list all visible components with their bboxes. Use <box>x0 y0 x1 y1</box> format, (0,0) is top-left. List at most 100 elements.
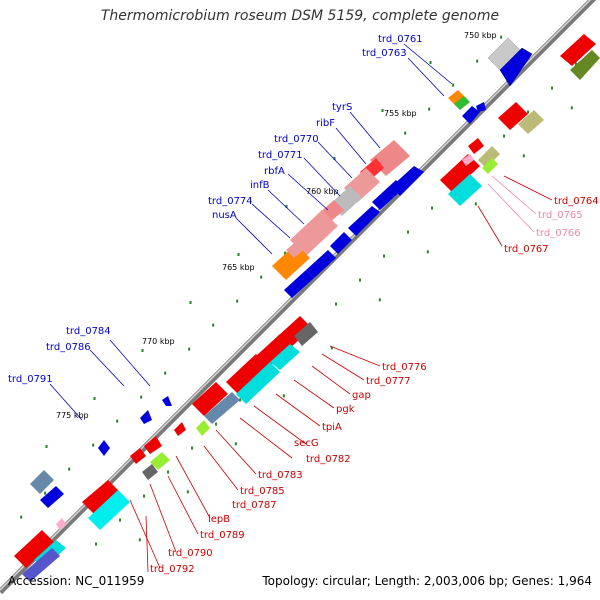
gene-label[interactable]: trd_0792 <box>150 564 195 575</box>
guide-dash <box>381 109 384 113</box>
gene-label[interactable]: infB <box>250 180 270 191</box>
feature-trd_0764[interactable] <box>440 154 480 192</box>
feature-tpiA-blue[interactable] <box>204 392 240 424</box>
feature-gap[interactable] <box>256 334 292 368</box>
gene-label[interactable]: nusA <box>212 210 237 221</box>
guide-dash <box>282 394 285 398</box>
guide-dash <box>143 494 146 498</box>
feature-pgk-cyan[interactable] <box>236 362 280 404</box>
gene-label[interactable]: secG <box>294 438 319 449</box>
gene-label[interactable]: trd_0784 <box>66 326 111 337</box>
guide-dash <box>476 59 479 63</box>
feature-bottom-pink[interactable] <box>56 518 66 530</box>
gene-label[interactable]: trd_0777 <box>366 376 411 387</box>
feature-blue-run-3[interactable] <box>348 206 380 236</box>
feature-trd_0766[interactable] <box>482 158 498 174</box>
gene-label[interactable]: trd_0790 <box>168 548 213 559</box>
guide-dash <box>119 518 122 522</box>
guide-dash <box>236 299 239 303</box>
gene-label[interactable]: pgk <box>336 404 355 415</box>
feature-blue-bottom[interactable] <box>40 486 64 508</box>
guide-dash <box>212 323 215 327</box>
gene-label[interactable]: trd_0770 <box>274 134 319 145</box>
guide-dash <box>284 251 287 255</box>
gene-label[interactable]: trd_0763 <box>362 48 407 59</box>
feature-trd_0790[interactable] <box>88 490 130 530</box>
gene-label[interactable]: trd_0782 <box>306 454 351 465</box>
feature-trd_0792[interactable] <box>14 530 54 568</box>
feature-trd_0774[interactable] <box>286 238 308 258</box>
feature-red-tr-1[interactable] <box>560 34 596 66</box>
gene-label[interactable]: trd_0766 <box>536 228 581 239</box>
guide-dash <box>570 106 573 110</box>
guide-dash <box>359 278 362 282</box>
feature-blue-run-2[interactable] <box>372 180 404 210</box>
feature-trd_0782[interactable] <box>196 420 210 436</box>
gene-label[interactable]: trd_0783 <box>258 470 303 481</box>
feature-red-1[interactable] <box>498 102 528 130</box>
gene-label[interactable]: trd_0786 <box>46 342 91 353</box>
guide-dash <box>164 371 167 375</box>
gene-label[interactable]: trd_0789 <box>200 530 245 541</box>
feature-secG[interactable] <box>174 422 186 436</box>
feature-trd_0776[interactable] <box>278 316 312 348</box>
feature-trd_0783[interactable] <box>144 436 162 454</box>
gene-label[interactable]: trd_0765 <box>538 210 583 221</box>
feature-trd_0777[interactable] <box>294 322 318 346</box>
feature-grey-blue[interactable] <box>30 470 54 494</box>
guide-dash <box>95 542 98 546</box>
feature-pgk[interactable] <box>226 354 270 396</box>
guide-dash <box>45 445 48 449</box>
gene-label[interactable]: trd_0785 <box>240 486 285 497</box>
gene-label[interactable]: gap <box>352 390 371 401</box>
gene-label[interactable]: trd_0791 <box>8 374 53 385</box>
feature-trd_0786[interactable] <box>162 396 172 406</box>
gene-label[interactable]: tyrS <box>332 102 352 113</box>
feature-tan-1[interactable] <box>518 110 544 134</box>
guide-dash <box>285 205 288 209</box>
gene-label[interactable]: trd_0764 <box>554 196 599 207</box>
gene-label[interactable]: lepB <box>208 514 230 525</box>
guide-dash <box>189 301 192 305</box>
guide-dash <box>92 443 95 447</box>
feature-trd_0765[interactable] <box>478 146 500 168</box>
feature-blue-run-5[interactable] <box>306 250 336 278</box>
gene-label[interactable]: rbfA <box>264 166 285 177</box>
feature-trd_0787[interactable] <box>150 452 170 470</box>
feature-blue-run-6[interactable] <box>284 270 314 298</box>
gene-label[interactable]: tpiA <box>322 422 342 433</box>
feature-trd_0762[interactable] <box>499 47 533 87</box>
feature-trd_0791[interactable] <box>98 440 110 456</box>
gene-label[interactable]: trd_0771 <box>258 150 303 161</box>
gene-label[interactable]: trd_0767 <box>504 244 549 255</box>
feature-small-blue-1[interactable] <box>462 106 480 124</box>
feature-olive-tr[interactable] <box>570 50 600 80</box>
gene-label[interactable]: trd_0761 <box>378 34 423 45</box>
feature-small-blue-2[interactable] <box>476 102 486 112</box>
guide-dash <box>500 35 503 39</box>
gene-label[interactable]: trd_0774 <box>208 196 253 207</box>
accession-text: Accession: NC_011959 <box>8 574 145 588</box>
gene-label[interactable]: trd_0776 <box>382 362 427 373</box>
feature-red-small-2[interactable] <box>468 138 484 154</box>
guide-dash <box>335 302 338 306</box>
feature-trd_0785[interactable] <box>130 448 146 464</box>
feature-lepB[interactable] <box>142 464 158 480</box>
feature-trd_0767[interactable] <box>448 174 482 206</box>
guide-dash <box>186 490 189 494</box>
guide-dash <box>237 253 240 257</box>
gene-label[interactable]: ribF <box>316 118 335 129</box>
feature-gap-cyan[interactable] <box>270 344 300 370</box>
feature-trd_0784[interactable] <box>140 410 152 424</box>
feature-nusA[interactable] <box>272 244 310 280</box>
feature-tpiA[interactable] <box>192 382 228 416</box>
gene-label[interactable]: trd_0787 <box>232 500 277 511</box>
guide-dash <box>527 110 530 114</box>
feature-blue-run-4[interactable] <box>330 232 352 254</box>
feature-bottom-purple[interactable] <box>22 548 60 582</box>
feature-pink-small[interactable] <box>462 154 474 166</box>
feature-trd_0789[interactable] <box>82 480 120 514</box>
guide-dash <box>188 347 191 351</box>
feature-trd_0763b[interactable] <box>454 96 470 110</box>
